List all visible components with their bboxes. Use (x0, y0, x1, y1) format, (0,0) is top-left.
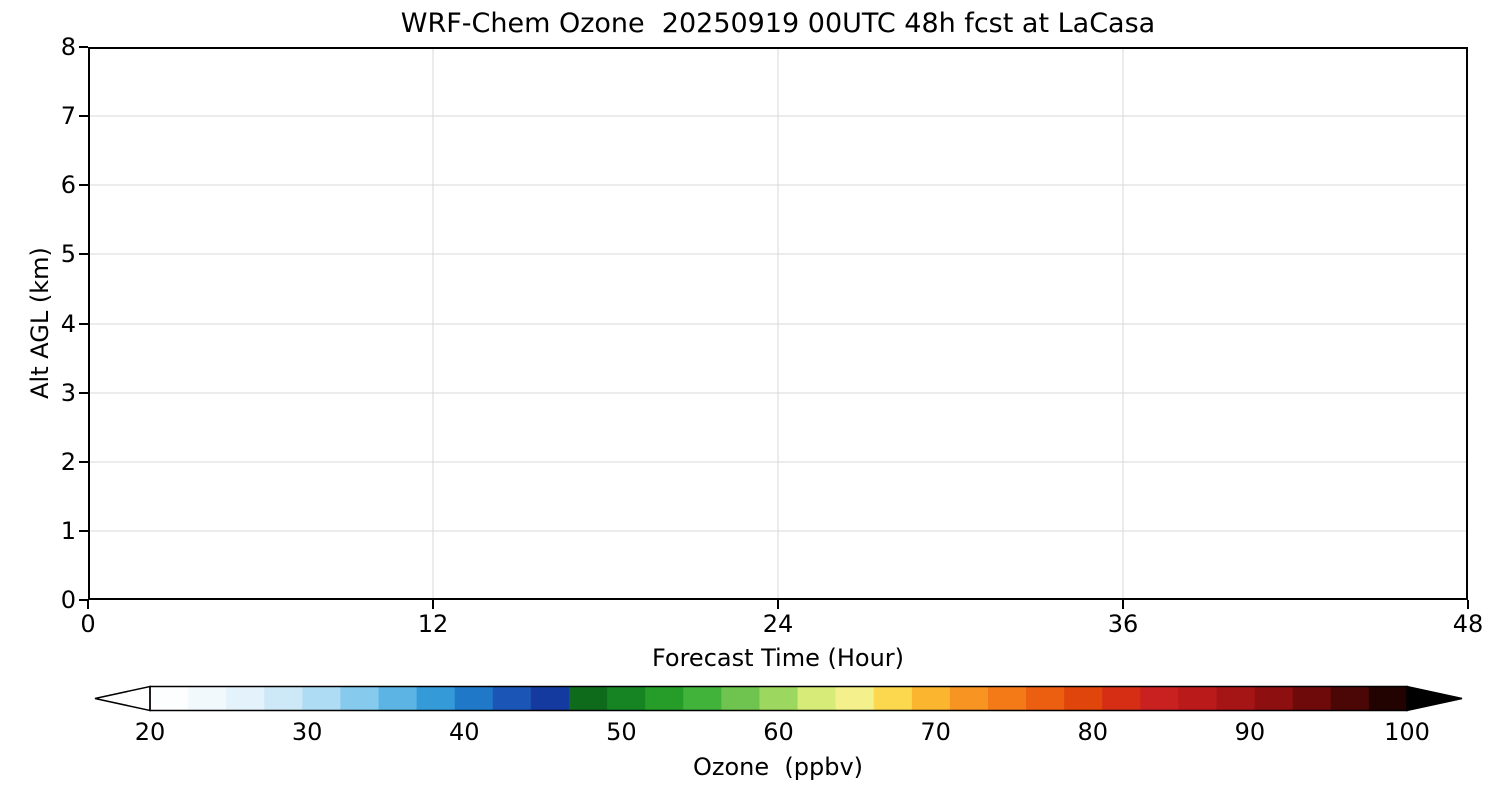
gridline-horizontal (88, 115, 1468, 117)
colorbar-segment (759, 686, 799, 711)
colorbar-segment (1292, 686, 1332, 711)
colorbar-segment (1178, 686, 1218, 711)
y-tick-label: 3 (60, 378, 76, 407)
colorbar-segment (683, 686, 723, 711)
colorbar-label: Ozone (ppbv) (692, 753, 864, 781)
colorbar-segment (1216, 686, 1256, 711)
y-tick-mark (79, 529, 88, 532)
gridline-horizontal (88, 323, 1468, 324)
gridline-horizontal (88, 461, 1468, 463)
colorbar-segment (340, 686, 380, 711)
colorbar-segment (949, 686, 989, 711)
y-tick-mark (79, 599, 88, 601)
gridline-horizontal (88, 530, 1468, 532)
colorbar-segment (1102, 686, 1142, 711)
colorbar-segment (150, 686, 189, 711)
x-tick-label: 24 (762, 610, 794, 638)
colorbar-tick-label: 100 (1384, 718, 1430, 746)
colorbar-segment (1026, 686, 1065, 711)
colorbar-segment (1254, 686, 1294, 711)
x-tick-label: 48 (1452, 610, 1484, 638)
y-tick-mark (79, 322, 88, 325)
x-tick-mark (1467, 600, 1469, 609)
gridline-horizontal (88, 184, 1468, 186)
colorbar-tick-label: 40 (448, 718, 480, 746)
colorbar-segment (1064, 686, 1103, 711)
colorbar-segment (835, 686, 875, 711)
colorbar-segment (302, 686, 342, 711)
y-tick-label: 0 (60, 586, 76, 614)
colorbar-tick-label: 20 (134, 718, 166, 746)
x-tick-mark (777, 600, 779, 609)
y-tick-mark (79, 391, 88, 394)
colorbar-segment (530, 686, 570, 711)
plot-area (88, 47, 1468, 600)
y-tick-mark (79, 460, 88, 463)
y-tick-label: 8 (60, 33, 76, 61)
y-tick-label: 4 (60, 309, 76, 338)
colorbar-tick-label: 80 (1077, 718, 1109, 746)
y-tick-mark (79, 115, 88, 118)
colorbar-segment (1140, 686, 1180, 711)
gridline-horizontal (88, 253, 1468, 255)
colorbar-segment (492, 686, 532, 711)
y-tick-mark (79, 46, 88, 48)
colorbar-segment (1368, 686, 1407, 711)
colorbar-tick-label: 90 (1234, 718, 1266, 746)
colorbar-segment (988, 686, 1027, 711)
colorbar-segment (721, 686, 761, 711)
x-tick-label: 0 (80, 610, 96, 638)
colorbar-outline (149, 685, 1408, 712)
colorbar-tick-label: 30 (291, 718, 323, 746)
x-axis-label: Forecast Time (Hour) (651, 644, 905, 672)
y-tick-mark (79, 184, 88, 187)
colorbar-tick-label: 60 (763, 718, 794, 746)
x-tick-mark (432, 600, 434, 609)
x-tick-mark (87, 600, 89, 609)
colorbar-segment (188, 686, 227, 711)
y-tick-label: 2 (60, 447, 76, 476)
colorbar-segment (607, 686, 646, 711)
colorbar-segment (569, 686, 608, 711)
y-tick-mark (79, 253, 88, 256)
colorbar-segment (416, 686, 456, 711)
chart-title: WRF-Chem Ozone 20250919 00UTC 48h fcst a… (400, 8, 1156, 39)
colorbar-segment (1330, 686, 1370, 711)
colorbar-segment (378, 686, 418, 711)
x-tick-mark (1122, 600, 1124, 609)
colorbar (94, 685, 1463, 712)
colorbar-segment (264, 686, 304, 711)
colorbar-segment (911, 686, 951, 711)
x-tick-label: 12 (417, 610, 449, 638)
y-tick-label: 6 (60, 171, 76, 200)
colorbar-segment (645, 686, 684, 711)
y-tick-label: 7 (60, 102, 76, 131)
colorbar-segment (873, 686, 913, 711)
colorbar-under-arrow (94, 685, 151, 712)
x-tick-label: 36 (1107, 610, 1139, 638)
colorbar-segment (454, 686, 494, 711)
colorbar-over-arrow (1406, 685, 1463, 712)
colorbar-segment (797, 686, 837, 711)
y-tick-label: 1 (60, 516, 76, 545)
gridline-horizontal (88, 392, 1468, 394)
colorbar-segment (226, 686, 265, 711)
y-tick-label: 5 (60, 240, 76, 269)
colorbar-tick-label: 70 (920, 718, 951, 746)
colorbar-tick-label: 50 (606, 718, 637, 746)
